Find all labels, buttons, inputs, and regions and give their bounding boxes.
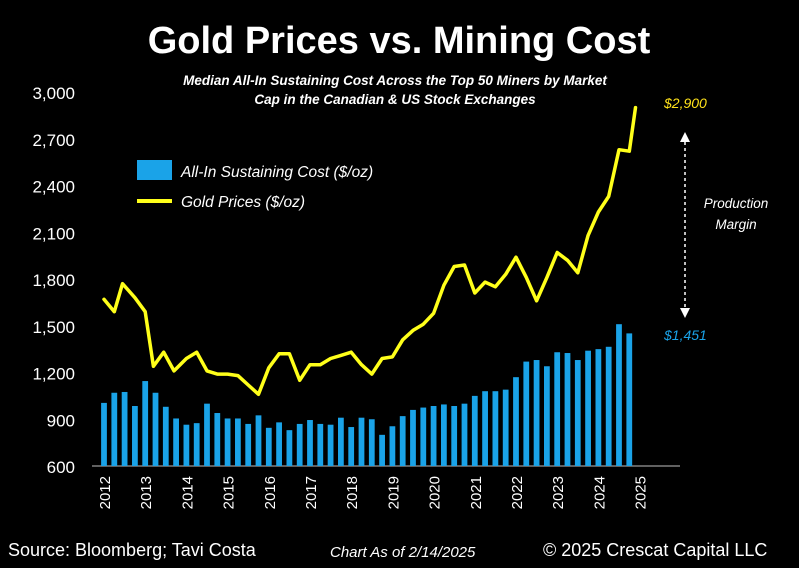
x-tick-label: 2014	[179, 476, 196, 509]
cost-bar	[224, 418, 231, 466]
production-margin-label-line-1: Production	[704, 196, 769, 211]
chart-date-text: Chart As of 2/14/2025	[330, 544, 476, 561]
cost-bar	[441, 404, 447, 466]
y-tick-label: 2,700	[32, 131, 75, 150]
cost-bar	[389, 426, 396, 466]
cost-bar	[585, 350, 591, 466]
cost-bar	[554, 352, 561, 466]
cost-bar	[451, 406, 458, 466]
copyright-text: © 2025 Crescat Capital LLC	[543, 540, 768, 560]
x-tick-label: 2018	[344, 476, 361, 509]
cost-bar	[482, 391, 488, 466]
cost-bar	[399, 416, 406, 466]
cost-bar	[410, 409, 416, 466]
cost-bar	[513, 377, 519, 466]
y-axis: 600 900 1,200 1,500 1,800 2,100 2,400 2,700 3,00…	[32, 84, 75, 477]
cost-bar	[358, 417, 365, 466]
legend-label-gold: Gold Prices ($/oz)	[181, 194, 305, 211]
cost-bar	[317, 423, 324, 466]
cost-bar	[245, 423, 252, 466]
y-tick-label: 2,100	[32, 224, 75, 243]
gold-price-line-layer	[102, 105, 638, 397]
chart-title: Gold Prices vs. Mining Cost	[148, 20, 651, 62]
cost-bar	[286, 430, 293, 466]
x-tick-label: 2012	[97, 476, 114, 509]
cost-bar	[626, 333, 633, 466]
cost-bar	[214, 413, 221, 466]
x-tick-label: 2021	[468, 476, 485, 509]
y-tick-label: 1,500	[32, 318, 75, 337]
cost-bar	[307, 420, 313, 466]
cost-bar	[430, 406, 437, 466]
x-tick-label: 2017	[303, 476, 320, 509]
x-tick-label: 2015	[221, 476, 238, 509]
cost-bar	[204, 403, 210, 466]
cost-bar	[173, 418, 179, 466]
cost-bar	[379, 434, 385, 466]
cost-bar	[327, 424, 334, 466]
production-margin-arrowhead-top	[680, 132, 690, 142]
footer: Source: Bloomberg; Tavi Costa Chart As o…	[0, 540, 799, 568]
x-tick-label: 2022	[509, 476, 526, 509]
x-tick-label: 2019	[385, 476, 402, 509]
x-tick-label: 2024	[591, 476, 608, 509]
cost-bar	[348, 427, 355, 466]
y-tick-label: 1,800	[32, 271, 75, 290]
x-tick-label: 2016	[262, 476, 279, 509]
cost-bar	[162, 406, 169, 466]
cost-bar	[564, 353, 571, 466]
cost-bar	[533, 360, 540, 466]
cost-bar	[142, 381, 149, 466]
chart-subtitle-line-2: Cap in the Canadian & US Stock Exchanges	[254, 92, 536, 107]
production-margin-arrowhead-bottom	[680, 308, 690, 318]
cost-bar	[595, 349, 602, 466]
cost-bar	[193, 423, 200, 466]
y-tick-label: 600	[47, 458, 75, 477]
cost-bar	[265, 427, 272, 466]
legend-swatch-cost	[137, 160, 172, 180]
cost-bar	[616, 324, 622, 466]
y-tick-label: 900	[47, 411, 75, 430]
cost-bar	[183, 424, 190, 466]
cost-bar	[605, 346, 612, 466]
legend: All-In Sustaining Cost ($/oz) Gold Price…	[137, 160, 373, 211]
cost-bars	[101, 324, 633, 466]
cost-bar	[420, 407, 427, 466]
cost-bar	[276, 422, 282, 466]
cost-bar	[296, 423, 303, 466]
chart-subtitle-line-1: Median All-In Sustaining Cost Across the…	[183, 73, 607, 88]
cost-bar	[523, 361, 530, 466]
x-tick-label: 2025	[633, 476, 650, 509]
cost-bar	[235, 418, 241, 466]
cost-bar	[111, 392, 118, 466]
annotations: $2,900 $1,451 Production Margin	[663, 95, 768, 343]
cost-bar	[492, 391, 499, 466]
cost-bar	[152, 392, 159, 466]
cost-bar	[132, 406, 138, 466]
gold-last-value-label: $2,900	[663, 95, 707, 111]
legend-label-cost: All-In Sustaining Cost ($/oz)	[180, 164, 373, 181]
cost-bar	[101, 402, 107, 466]
cost-bar	[255, 415, 262, 466]
x-tick-label: 2020	[427, 476, 444, 509]
cost-last-value-label: $1,451	[663, 327, 707, 343]
cost-bar	[368, 419, 375, 466]
cost-bar	[502, 389, 509, 466]
cost-bar	[338, 417, 344, 466]
y-tick-label: 2,400	[32, 178, 75, 197]
cost-bar	[461, 403, 468, 466]
x-axis: 2012 2013 2014 2015 2016 2017 2018 2019 2020 2021…	[92, 465, 680, 509]
cost-bar	[544, 366, 550, 466]
gold-price-line	[102, 105, 638, 397]
source-text: Source: Bloomberg; Tavi Costa	[8, 540, 256, 560]
production-margin-label-line-2: Margin	[715, 217, 756, 232]
cost-bar	[574, 360, 581, 466]
cost-bar	[471, 395, 478, 466]
x-tick-label: 2023	[550, 476, 567, 509]
x-tick-label: 2013	[138, 476, 155, 509]
y-tick-label: 1,200	[32, 365, 75, 384]
cost-bar	[121, 391, 128, 466]
y-tick-label: 3,000	[32, 84, 75, 103]
gold-vs-mining-cost-chart: Gold Prices vs. Mining Cost Median All-I…	[32, 20, 768, 509]
